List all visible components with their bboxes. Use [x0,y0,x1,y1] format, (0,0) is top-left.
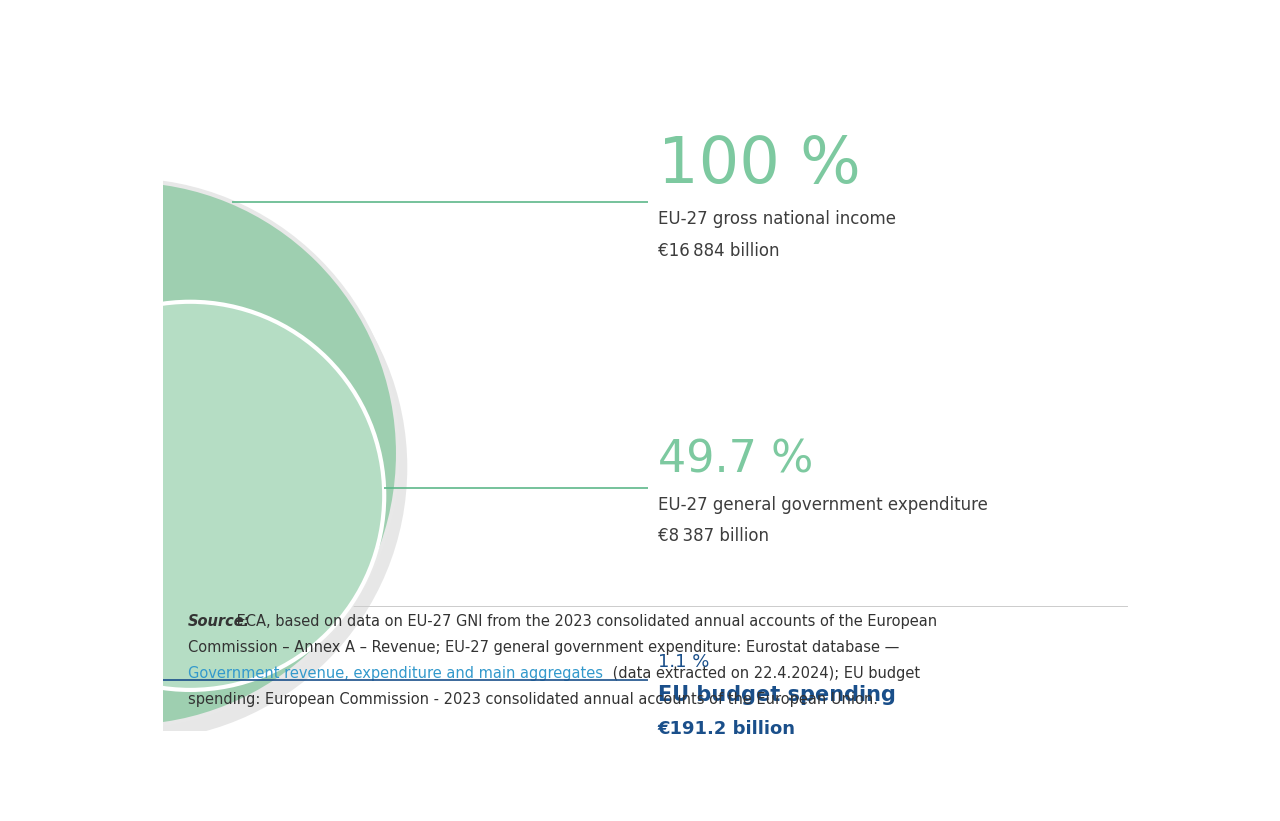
Text: 100 %: 100 % [658,134,860,196]
Text: EU-27 general government expenditure: EU-27 general government expenditure [658,496,987,514]
Text: Government revenue, expenditure and main aggregates: Government revenue, expenditure and main… [188,666,603,681]
Text: spending: European Commission - 2023 consolidated annual accounts of the Europea: spending: European Commission - 2023 con… [188,692,878,707]
Text: €191.2 billion: €191.2 billion [658,720,796,738]
Text: ECA, based on data on EU-27 GNI from the 2023 consolidated annual accounts of th: ECA, based on data on EU-27 GNI from the… [233,613,938,629]
Text: 49.7 %: 49.7 % [658,439,813,482]
Circle shape [0,194,407,741]
Text: Source:: Source: [188,613,251,629]
Circle shape [105,663,140,697]
Text: EU-27 gross national income: EU-27 gross national income [658,209,896,227]
Text: €8 387 billion: €8 387 billion [658,526,768,544]
Circle shape [0,180,398,727]
Text: Commission – Annex A – Revenue; EU-27 general government expenditure: Eurostat d: Commission – Annex A – Revenue; EU-27 ge… [188,640,900,655]
Circle shape [0,302,384,690]
Text: (data extracted on 22.4.2024); EU budget: (data extracted on 22.4.2024); EU budget [608,666,920,681]
Text: 1.1 %: 1.1 % [658,653,709,671]
Text: EU budget spending: EU budget spending [658,685,896,705]
Text: €16 884 billion: €16 884 billion [658,242,780,260]
